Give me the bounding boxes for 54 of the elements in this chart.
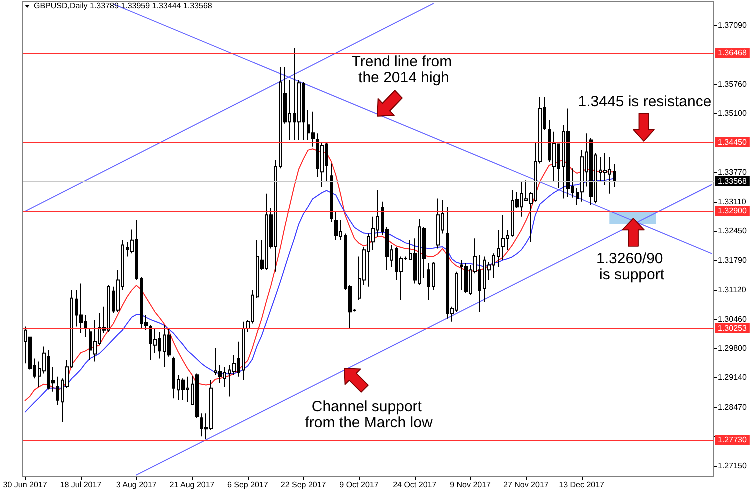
ref-line-label: 1.34450 (718, 138, 748, 147)
y-tick-label: 1.27150 (718, 461, 748, 470)
candlestick (172, 356, 175, 400)
x-tick-label: 6 Sep 2017 (227, 480, 269, 490)
y-tick-label: 1.30460 (718, 314, 748, 324)
ref-line-label: 1.33568 (718, 177, 748, 186)
annotation: Channel support from the March low (305, 398, 433, 432)
y-tick-label: 1.29800 (718, 344, 748, 353)
chart-title: GBPUSD,Daily 1.33789 1.33959 1.33444 1.33568 (34, 2, 213, 10)
candlestick (464, 262, 468, 294)
x-tick-label: 9 Oct 2017 (340, 480, 380, 490)
candlestick (576, 188, 579, 206)
x-tick-label: 21 Aug 2017 (170, 480, 216, 490)
candlestick (79, 283, 83, 334)
y-tick-label: 1.29140 (718, 373, 748, 382)
candlestick (242, 321, 245, 381)
x-tick-label: 27 Nov 2017 (503, 480, 550, 490)
candlestick (566, 108, 570, 198)
candlestick (432, 262, 435, 291)
candlestick (195, 373, 199, 420)
candlestick (427, 262, 430, 301)
annotation: 1.3445 is resistance (578, 94, 712, 110)
x-tick-label: 24 Oct 2017 (393, 480, 438, 490)
y-tick-label: 1.35760 (718, 80, 748, 89)
y-tick-label: 1.33110 (718, 197, 747, 206)
x-tick-label: 9 Nov 2017 (450, 480, 492, 490)
y-tick-label: 1.37090 (718, 20, 748, 30)
ref-line-label: 1.36468 (718, 48, 748, 58)
y-tick-label: 1.31790 (718, 256, 748, 265)
x-tick-label: 3 Aug 2017 (116, 480, 158, 490)
annotation: 1.3260/90 is support (596, 250, 668, 284)
y-tick-label: 1.28470 (718, 402, 748, 412)
candlestick (501, 214, 505, 261)
candlestick (497, 230, 500, 268)
candlestick (589, 138, 593, 206)
y-tick-label: 1.31120 (718, 286, 747, 295)
candlestick (436, 198, 440, 250)
y-tick-label: 1.35100 (718, 109, 748, 118)
x-tick-label: 13 Dec 2017 (559, 480, 606, 490)
candlestick (334, 210, 338, 241)
ref-line-label: 1.27730 (718, 436, 748, 445)
ref-line-label: 1.32900 (718, 206, 748, 216)
x-tick-label: 18 Jul 2017 (60, 480, 102, 490)
ref-line-label: 1.30253 (718, 324, 748, 333)
candlestick (56, 376, 59, 406)
y-tick-label: 1.33770 (718, 168, 748, 178)
x-tick-label: 30 Jun 2017 (3, 480, 48, 490)
candlestick (613, 164, 616, 188)
annotation: Trend line from the 2014 high (352, 54, 456, 86)
candlestick (311, 111, 315, 148)
x-tick-label: 22 Sep 2017 (280, 480, 327, 490)
y-tick-label: 1.32450 (718, 226, 748, 236)
candlestick (330, 163, 333, 223)
candlestick (181, 378, 185, 401)
